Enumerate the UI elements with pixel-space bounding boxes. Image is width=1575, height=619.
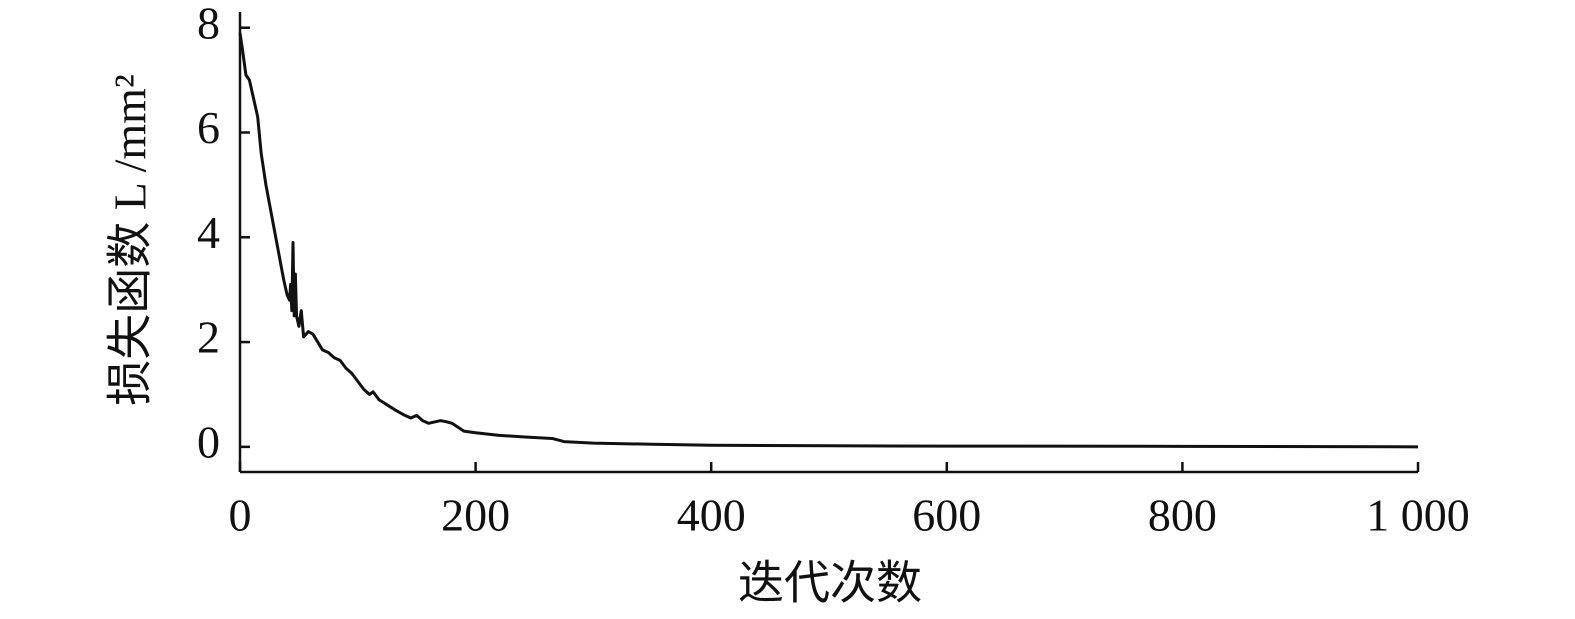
y-tick-label: 4 — [197, 207, 220, 258]
y-tick-label: 6 — [197, 102, 220, 153]
loss-line — [238, 32, 1419, 449]
y-axis-label: 损失函数 L /mm² — [105, 74, 156, 406]
x-tick-label: 400 — [677, 490, 746, 541]
y-tick-label: 0 — [197, 416, 220, 467]
x-axis-label: 迭代次数 — [738, 558, 922, 609]
x-tick-label: 200 — [441, 490, 510, 541]
y-tick-label: 2 — [197, 312, 220, 363]
x-tick-label: 1 000 — [1366, 490, 1470, 541]
x-tick-label: 0 — [229, 490, 252, 541]
x-tick-label: 800 — [1148, 490, 1217, 541]
y-tick-label: 8 — [197, 0, 220, 48]
x-tick-label: 600 — [912, 490, 981, 541]
